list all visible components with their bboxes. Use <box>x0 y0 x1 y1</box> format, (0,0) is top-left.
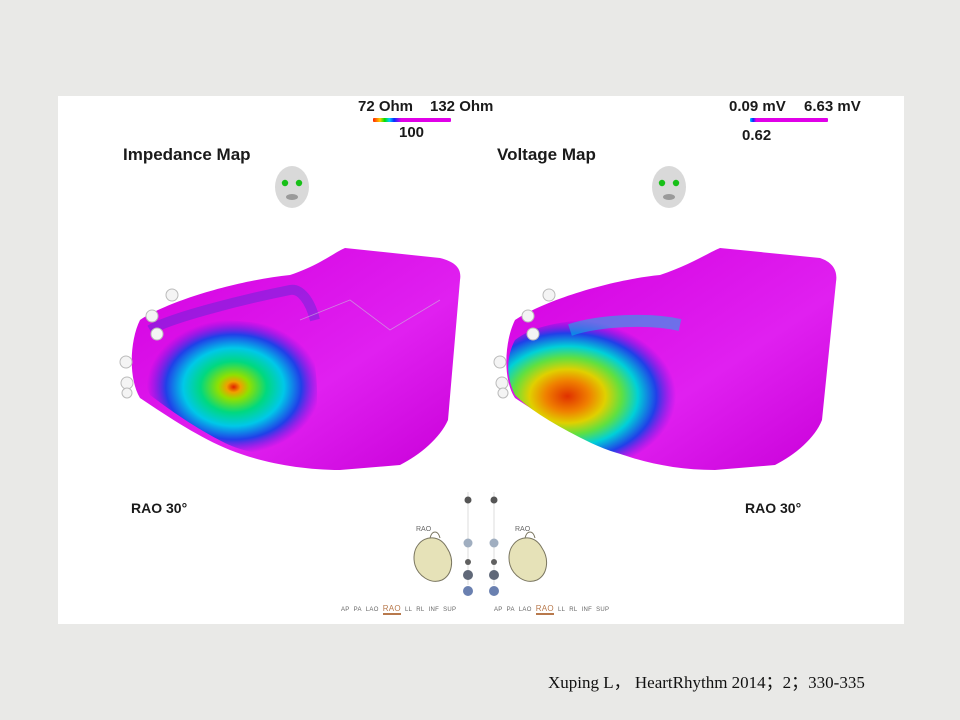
impedance-scale-min: 72 Ohm <box>358 98 414 115</box>
tab-pa[interactable]: PA <box>353 607 362 613</box>
tab-lao[interactable]: LAO <box>518 607 532 613</box>
tab-sup[interactable]: SUP <box>596 607 610 613</box>
tab-ap[interactable]: AP <box>494 607 503 613</box>
tab-pa[interactable]: PA <box>506 607 515 613</box>
tab-ll[interactable]: LL <box>404 607 413 613</box>
heart-icon-right <box>508 531 548 582</box>
voltage-view-label: RAO 30° <box>745 500 802 516</box>
voltage-scale-max: 6.63 mV <box>804 98 861 115</box>
tab-rl[interactable]: RL <box>416 607 425 613</box>
impedance-color-bar <box>373 118 451 122</box>
voltage-map-title: Voltage Map <box>497 145 596 164</box>
voltage-scale-mid: 0.62 <box>742 127 772 144</box>
tab-sup[interactable]: SUP <box>443 607 457 613</box>
heart-icon-left <box>413 531 453 582</box>
citation-text: Xuping L， HeartRhythm 2014；2；330-335 <box>548 673 865 692</box>
tab-rao[interactable]: RAO <box>382 604 401 615</box>
heart-label-right: RAO <box>515 526 531 533</box>
heart-label-left: RAO <box>416 526 432 533</box>
tab-rao[interactable]: RAO <box>535 604 554 615</box>
voltage-color-bar <box>750 118 828 122</box>
voltage-map-shape <box>493 248 837 470</box>
tab-rl[interactable]: RL <box>569 607 578 613</box>
tab-inf[interactable]: INF <box>428 607 440 613</box>
impedance-scale-max: 132 Ohm <box>430 98 494 115</box>
impedance-map-title: Impedance Map <box>123 145 251 164</box>
tab-lao[interactable]: LAO <box>365 607 379 613</box>
impedance-face-icon <box>275 166 309 208</box>
voltage-face-icon <box>652 166 686 208</box>
view-tabs-right: AP PA LAO RAO LL RL INF SUP <box>494 604 613 615</box>
orientation-widget <box>463 492 499 596</box>
tab-ll[interactable]: LL <box>557 607 566 613</box>
view-tabs-left: AP PA LAO RAO LL RL INF SUP <box>341 604 460 615</box>
impedance-view-label: RAO 30° <box>131 500 188 516</box>
voltage-scale-min: 0.09 mV <box>729 98 786 115</box>
impedance-map-shape <box>119 248 461 470</box>
impedance-scale-mid: 100 <box>399 124 425 141</box>
tab-ap[interactable]: AP <box>341 607 350 613</box>
tab-inf[interactable]: INF <box>581 607 593 613</box>
